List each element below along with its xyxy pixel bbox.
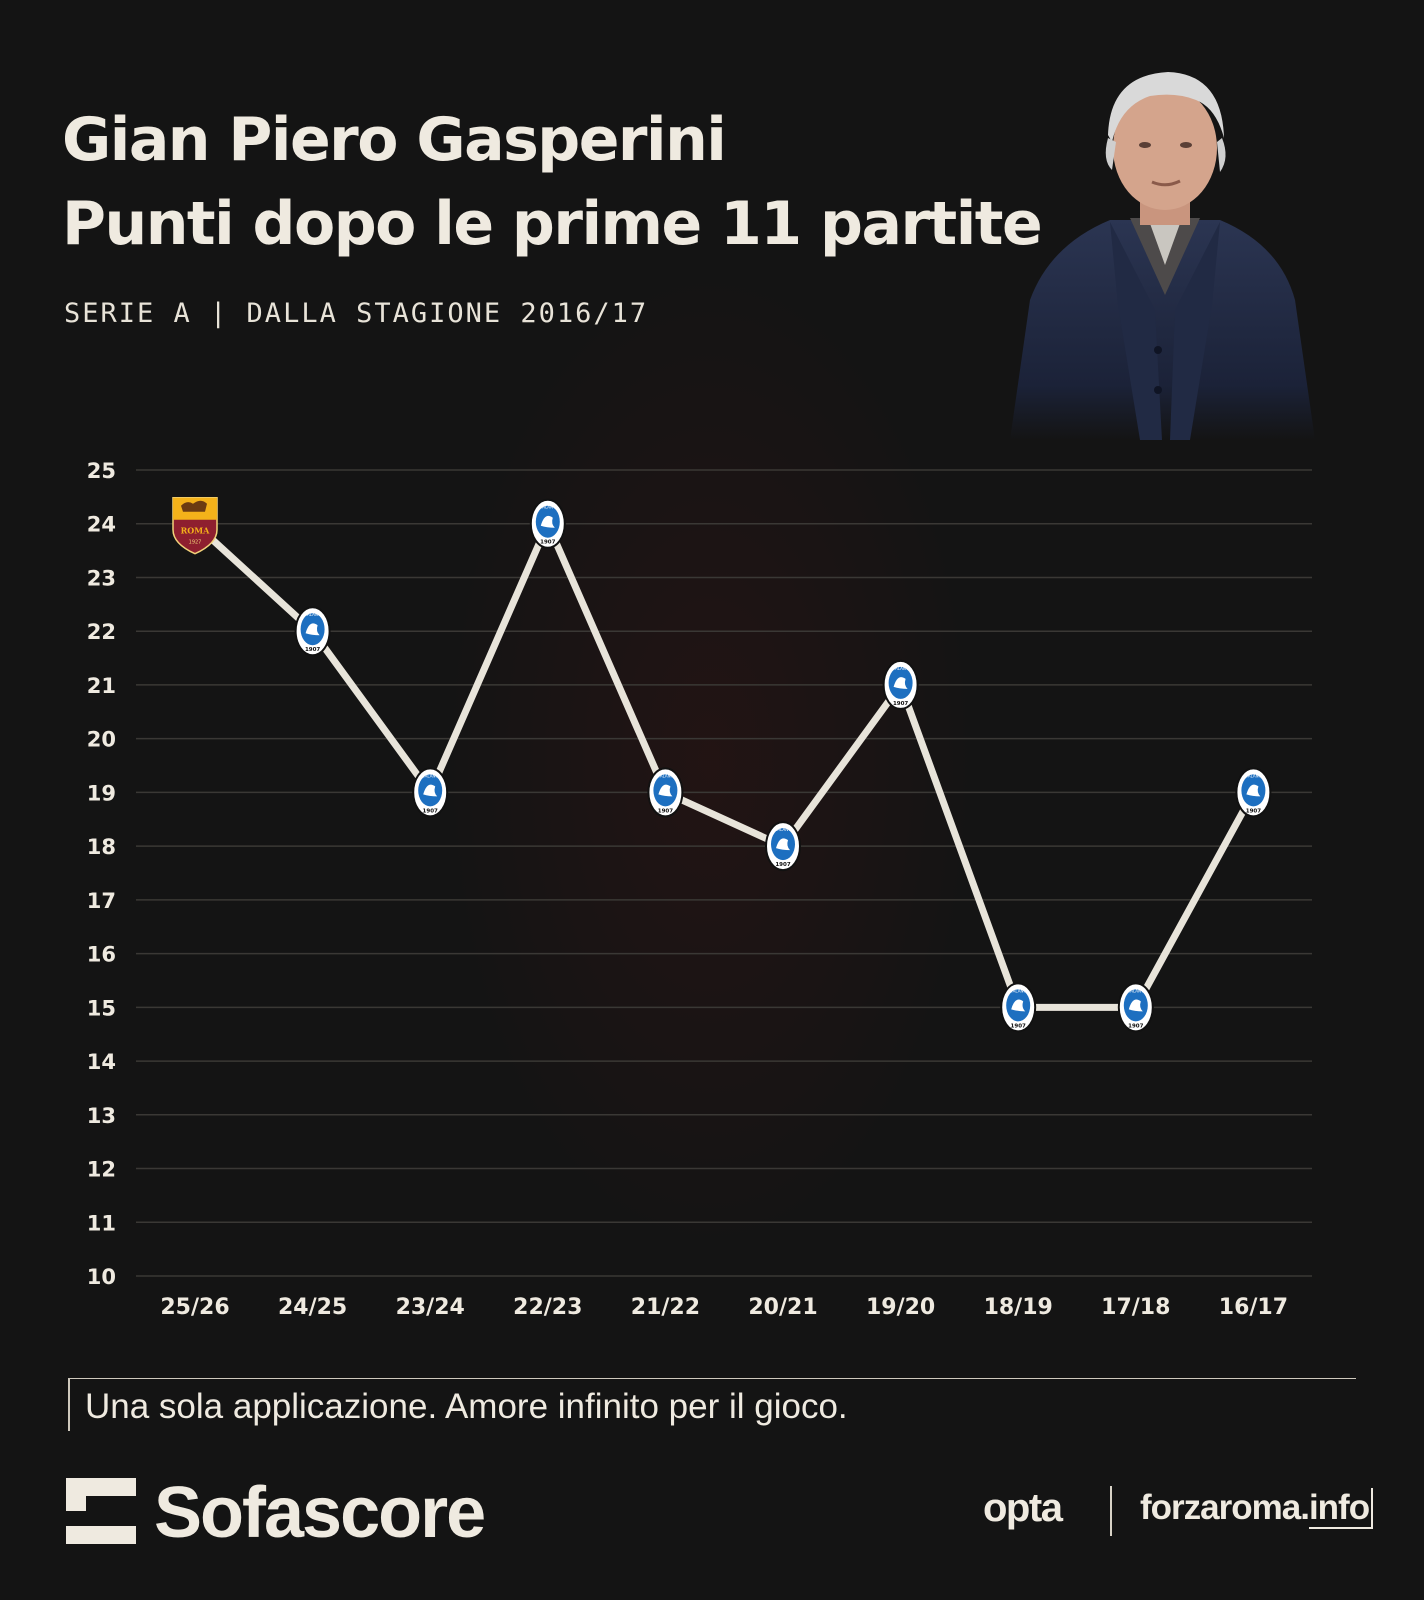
atalanta-crest-marker: ATALANTA 1907: [647, 767, 684, 818]
atalanta-crest-marker: ATALANTA 1907: [1000, 982, 1037, 1033]
y-tick-label: 22: [87, 620, 116, 644]
y-tick-label: 20: [87, 728, 116, 752]
x-tick-label: 19/20: [866, 1295, 935, 1320]
tagline-accent-bar: [68, 1379, 70, 1431]
page-title: Gian Piero Gasperini Punti dopo le prime…: [62, 98, 1043, 266]
svg-text:1907: 1907: [1246, 808, 1261, 814]
coach-portrait-illustration: [1010, 72, 1315, 440]
y-tick-label: 13: [87, 1104, 116, 1128]
partner-forzaroma: forzaroma.info: [1140, 1488, 1374, 1529]
partner-forzaroma-main: forzaroma.: [1140, 1488, 1310, 1527]
atalanta-crest-marker: ATALANTA 1907: [529, 498, 566, 549]
x-tick-label: 16/17: [1219, 1295, 1288, 1320]
tagline-text: Una sola applicazione. Amore infinito pe…: [85, 1387, 848, 1426]
x-tick-label: 17/18: [1101, 1295, 1170, 1320]
data-markers: ROMA1927ATALANTA1907ATALANTA1907ATALANTA…: [172, 496, 1272, 1033]
brand-name: Sofascore: [154, 1473, 486, 1553]
y-tick-label: 17: [87, 889, 116, 913]
atalanta-crest-marker: ATALANTA 1907: [294, 606, 331, 657]
atalanta-crest-marker: ATALANTA 1907: [1235, 767, 1272, 818]
y-tick-label: 23: [87, 566, 116, 590]
x-tick-label: 20/21: [748, 1295, 817, 1320]
svg-text:1907: 1907: [305, 647, 320, 653]
svg-text:ATALANTA: ATALANTA: [420, 773, 440, 778]
svg-text:1907: 1907: [1011, 1023, 1026, 1029]
x-axis-ticks: 25/26 24/25 23/24 22/23 21/22 20/21 19/20 18/19…: [160, 1295, 1288, 1320]
svg-text:ATALANTA: ATALANTA: [538, 505, 558, 510]
svg-text:ATALANTA: ATALANTA: [302, 612, 322, 617]
partner-divider: [1110, 1486, 1112, 1536]
y-tick-label: 19: [87, 781, 116, 805]
series-line: [191, 520, 1257, 1011]
sofascore-logo-icon: [66, 1478, 136, 1544]
y-tick-label: 16: [87, 943, 116, 967]
svg-text:1907: 1907: [775, 862, 790, 868]
atalanta-crest-marker: ATALANTA 1907: [412, 767, 449, 818]
partner-forzaroma-suffix: info: [1308, 1488, 1374, 1529]
svg-text:ROMA: ROMA: [181, 526, 210, 536]
x-tick-label: 24/25: [278, 1295, 347, 1320]
atalanta-crest-marker: ATALANTA 1907: [882, 659, 919, 710]
y-tick-label: 25: [87, 459, 116, 483]
svg-text:1907: 1907: [658, 808, 673, 814]
y-tick-label: 15: [87, 996, 116, 1020]
y-tick-label: 18: [87, 835, 116, 859]
y-tick-label: 24: [87, 513, 116, 537]
page-subtitle: SERIE A | DALLA STAGIONE 2016/17: [64, 298, 649, 329]
svg-text:1907: 1907: [540, 540, 555, 546]
svg-text:1907: 1907: [1128, 1023, 1143, 1029]
svg-text:1907: 1907: [423, 808, 438, 814]
title-line-2: Punti dopo le prime 11 partite: [62, 189, 1043, 259]
svg-text:1927: 1927: [189, 540, 202, 546]
atalanta-crest-marker: ATALANTA 1907: [1117, 982, 1154, 1033]
svg-text:ATALANTA: ATALANTA: [1243, 773, 1263, 778]
y-tick-label: 11: [87, 1211, 116, 1235]
svg-text:ATALANTA: ATALANTA: [655, 773, 675, 778]
svg-text:ATALANTA: ATALANTA: [1126, 988, 1146, 993]
title-line-1: Gian Piero Gasperini: [62, 105, 727, 175]
points-line-chart: 25 24 23 22 21 20 19 18 17 16 15 14 13 12 11 10 25/26 24…: [87, 459, 1312, 1320]
x-tick-label: 25/26: [160, 1295, 229, 1320]
svg-text:ATALANTA: ATALANTA: [773, 827, 793, 832]
background-glow: [440, 260, 980, 1260]
svg-text:1907: 1907: [893, 701, 908, 707]
roma-crest-marker: ROMA 1927: [172, 496, 218, 555]
series-line-layer: [191, 520, 1257, 1011]
y-axis-ticks: 25 24 23 22 21 20 19 18 17 16 15 14 13 12 11 10: [87, 459, 116, 1289]
x-tick-label: 23/24: [396, 1295, 465, 1320]
x-tick-label: 22/23: [513, 1295, 582, 1320]
y-tick-label: 12: [87, 1158, 116, 1182]
y-tick-label: 10: [87, 1265, 116, 1289]
svg-text:ATALANTA: ATALANTA: [890, 666, 910, 671]
chart-grid: [136, 469, 1312, 1277]
atalanta-crest-marker: ATALANTA 1907: [765, 821, 801, 872]
svg-text:ATALANTA: ATALANTA: [1008, 988, 1028, 993]
tagline-box: Una sola applicazione. Amore infinito pe…: [68, 1378, 1356, 1431]
y-tick-label: 21: [87, 674, 116, 698]
partner-opta: opta: [983, 1486, 1063, 1530]
x-tick-label: 18/19: [984, 1295, 1053, 1320]
x-tick-label: 21/22: [631, 1295, 700, 1320]
y-tick-label: 14: [87, 1050, 116, 1074]
